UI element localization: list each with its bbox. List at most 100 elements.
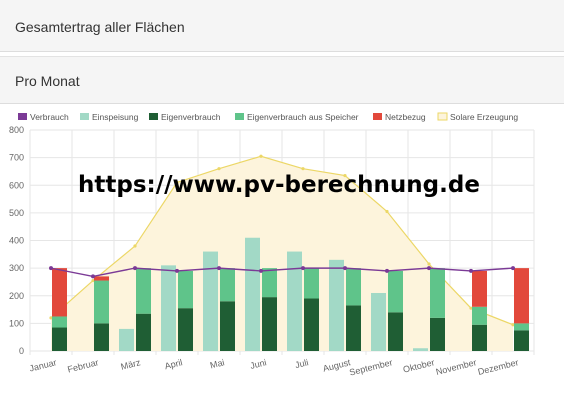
x-tick-label: Januar xyxy=(28,357,57,373)
chart-title: Pro Monat xyxy=(15,73,80,89)
bar-eigenverbrauch xyxy=(94,323,109,351)
legend-swatch xyxy=(149,113,158,120)
chart-header: Pro Monat xyxy=(0,56,564,104)
legend-swatch xyxy=(18,113,27,120)
y-tick-label: 0 xyxy=(19,346,24,356)
y-tick-label: 700 xyxy=(9,153,24,163)
x-tick-label: Februar xyxy=(66,357,99,374)
bar-einspeisung xyxy=(329,259,344,351)
bar-eigenverbrauch-speicher xyxy=(346,268,361,306)
bar-einspeisung xyxy=(413,348,428,351)
x-tick-label: April xyxy=(164,357,184,371)
solar-point xyxy=(301,167,305,171)
bar-eigenverbrauch-speicher xyxy=(472,306,487,325)
bar-eigenverbrauch-speicher xyxy=(136,268,151,314)
solar-point xyxy=(427,262,431,266)
verbrauch-point xyxy=(385,268,389,273)
bar-eigenverbrauch-speicher xyxy=(262,268,277,298)
verbrauch-point xyxy=(259,268,263,273)
verbrauch-point xyxy=(49,266,53,271)
verbrauch-point xyxy=(427,266,431,271)
bar-einspeisung xyxy=(203,251,218,351)
verbrauch-point xyxy=(133,266,137,271)
section-header: Gesamtertrag aller Flächen xyxy=(0,0,564,52)
y-tick-label: 800 xyxy=(9,125,24,135)
y-tick-label: 500 xyxy=(9,208,24,218)
y-tick-label: 300 xyxy=(9,263,24,273)
x-tick-label: August xyxy=(322,357,352,374)
bar-einspeisung xyxy=(287,251,302,351)
bar-eigenverbrauch xyxy=(262,297,277,351)
chart-svg: Verbrauch Einspeisung Eigenverbrauch Eigenv… xyxy=(9,112,535,378)
bar-eigenverbrauch xyxy=(430,317,445,351)
verbrauch-point xyxy=(469,268,473,273)
monthly-chart: Verbrauch Einspeisung Eigenverbrauch Eigenv… xyxy=(0,106,564,400)
x-tick-label: November xyxy=(435,357,478,377)
legend-swatch xyxy=(437,112,448,121)
solar-point xyxy=(217,167,221,171)
bar-eigenverbrauch-speicher xyxy=(514,323,529,331)
bar-einspeisung xyxy=(161,265,176,351)
x-tick-label: Juni xyxy=(249,357,267,371)
verbrauch-point xyxy=(175,268,179,273)
verbrauch-point xyxy=(301,266,305,271)
y-tick-label: 100 xyxy=(9,318,24,328)
solar-point xyxy=(49,316,53,320)
legend-label-2: Eigenverbrauch xyxy=(161,112,221,122)
solar-point xyxy=(133,244,137,248)
bar-eigenverbrauch-speicher xyxy=(178,270,193,309)
verbrauch-point xyxy=(217,266,221,271)
bar-eigenverbrauch xyxy=(388,312,403,351)
verbrauch-point xyxy=(511,266,515,271)
legend-label-5: Solare Erzeugung xyxy=(450,112,518,122)
solar-point xyxy=(511,323,515,327)
verbrauch-point xyxy=(343,266,347,271)
bar-eigenverbrauch xyxy=(178,308,193,351)
bar-eigenverbrauch xyxy=(472,324,487,351)
legend-label-3: Eigenverbrauch aus Speicher xyxy=(247,112,359,122)
y-tick-label: 200 xyxy=(9,291,24,301)
bar-eigenverbrauch-speicher xyxy=(430,268,445,318)
bar-eigenverbrauch-speicher xyxy=(94,280,109,324)
bar-netzbezug xyxy=(52,268,67,317)
legend-swatch xyxy=(373,113,382,120)
bar-eigenverbrauch-speicher xyxy=(220,268,235,302)
bar-eigenverbrauch xyxy=(52,327,67,351)
section-title: Gesamtertrag aller Flächen xyxy=(15,19,185,35)
solar-point xyxy=(385,209,389,214)
legend-swatch xyxy=(235,113,244,120)
bar-netzbezug xyxy=(514,268,529,324)
y-tick-label: 600 xyxy=(9,180,24,190)
legend-label-4: Netzbezug xyxy=(385,112,426,122)
bar-eigenverbrauch-speicher xyxy=(388,270,403,313)
legend-swatch xyxy=(80,113,89,120)
x-tick-label: Mai xyxy=(209,357,226,370)
bar-eigenverbrauch xyxy=(304,298,319,351)
bar-netzbezug xyxy=(94,276,109,281)
x-tick-label: März xyxy=(120,357,142,372)
watermark-text: https://www.pv-berechnung.de xyxy=(78,172,480,198)
legend-label-0: Verbrauch xyxy=(30,112,69,122)
solar-point xyxy=(91,278,95,283)
verbrauch-point xyxy=(91,274,95,279)
y-tick-label: 400 xyxy=(9,236,24,246)
x-tick-label: Dezember xyxy=(477,357,520,377)
solar-point xyxy=(175,180,179,185)
bar-eigenverbrauch xyxy=(514,330,529,351)
x-tick-label: September xyxy=(348,357,393,377)
solar-point xyxy=(343,173,347,178)
bar-eigenverbrauch-speicher xyxy=(304,268,319,299)
verbrauch-line xyxy=(50,267,514,278)
bar-einspeisung xyxy=(245,237,260,351)
solar-point xyxy=(469,306,473,310)
bar-eigenverbrauch-speicher xyxy=(52,316,67,328)
x-tick-label: Oktober xyxy=(402,357,435,374)
bar-einspeisung xyxy=(119,328,134,351)
x-tick-label: Juli xyxy=(294,357,310,370)
legend-label-1: Einspeisung xyxy=(92,112,139,122)
bar-eigenverbrauch xyxy=(346,305,361,351)
bar-netzbezug xyxy=(472,270,487,307)
bar-eigenverbrauch xyxy=(220,301,235,351)
bar-einspeisung xyxy=(371,292,386,351)
bar-eigenverbrauch xyxy=(136,313,151,351)
